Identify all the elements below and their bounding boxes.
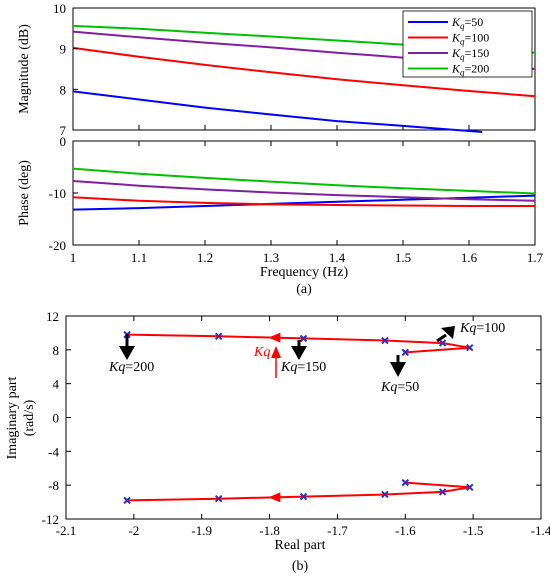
- root-locus-ytick-label: 4: [53, 377, 60, 392]
- phase-chart: -20 -10 0 1 1.1 1.2 1.3 1.4 1.5 1.6 1.7 Phase (de…: [17, 134, 544, 297]
- root-locus-point: [466, 344, 474, 352]
- phase-xtick-label: 1: [70, 250, 77, 265]
- magnitude-ytick-label: 9: [60, 42, 67, 57]
- phase-xtick-label: 1.2: [197, 250, 213, 265]
- magnitude-ytick-label: 8: [60, 82, 67, 97]
- root-locus-xtick-label: -1.4: [531, 523, 550, 538]
- root-locus-xtick-label: -1.7: [327, 523, 348, 538]
- root-locus-ylabel-line2: (rad/s): [22, 399, 37, 436]
- magnitude-ylabel: Magnitude (dB): [17, 24, 32, 114]
- root-locus-xtick-label: -2: [128, 523, 139, 538]
- phase-line-2: [72, 180, 536, 202]
- root-locus-xtick-label: -1.5: [463, 523, 484, 538]
- root-locus-point: [381, 336, 389, 345]
- phase-ytick-label: 0: [60, 134, 67, 149]
- root-locus-xtick-label: -1.8: [259, 523, 280, 538]
- phase-xtick-label: 1.6: [461, 250, 478, 265]
- phase-xtick-label: 1.3: [263, 250, 279, 265]
- root-locus-point: [214, 332, 223, 341]
- phase-line-3: [72, 167, 536, 195]
- root-locus-point: [299, 334, 308, 343]
- magnitude-ytick-label: 10: [53, 1, 66, 16]
- phase-ytick-label: -10: [49, 186, 66, 201]
- annotation-kq200: Kq=200: [108, 360, 154, 375]
- root-locus-xlabel: Real part: [275, 538, 326, 553]
- phase-line-1: [72, 196, 535, 207]
- arrow-kq-direction: [271, 346, 281, 378]
- phase-xtick-label: 1.7: [527, 250, 544, 265]
- root-locus-point: [381, 490, 389, 499]
- magnitude-ytick-label: 7: [60, 123, 67, 138]
- legend-label-3: Kq=200: [451, 62, 489, 78]
- root-locus-point: [299, 492, 308, 501]
- root-locus-ytick-label: 12: [46, 309, 59, 324]
- root-locus-point: [123, 496, 131, 505]
- phase-xtick-label: 1.4: [329, 250, 346, 265]
- root-locus-point: [466, 483, 474, 491]
- root-locus-point: [438, 488, 447, 496]
- root-locus-ytick-label: -4: [48, 444, 59, 459]
- annotation-kq-red: Kq: [253, 345, 270, 360]
- phase-ylabel: Phase (deg): [17, 160, 32, 226]
- root-locus-direction-arrow: [268, 332, 281, 343]
- root-locus-ytick-label: 8: [53, 343, 60, 358]
- magnitude-chart: 7 8 9 10 Magnitude (dB) Kq=50Kq=100Kq=150Kq…: [17, 1, 536, 138]
- legend-label-1: Kq=100: [451, 31, 489, 47]
- legend-label-2: Kq=150: [451, 46, 489, 62]
- arrow-kq150: [291, 340, 307, 360]
- annotation-kq150: Kq=150: [280, 360, 326, 375]
- phase-xtick-label: 1.1: [131, 250, 147, 265]
- caption-b: (b): [292, 559, 309, 574]
- root-locus-xtick-label: -2.1: [56, 523, 77, 538]
- root-locus-xtick-label: -1.9: [191, 523, 212, 538]
- root-locus-ytick-label: -12: [42, 512, 59, 527]
- phase-xlabel: Frequency (Hz): [260, 265, 349, 280]
- root-locus-point: [438, 339, 447, 347]
- caption-a: (a): [296, 282, 312, 297]
- magnitude-line-1: [72, 46, 536, 98]
- root-locus-ytick-label: 0: [53, 411, 60, 426]
- legend-label-0: Kq=50: [451, 15, 483, 31]
- arrow-kq100: [436, 326, 455, 343]
- root-locus-point: [401, 348, 409, 357]
- root-locus-point: [401, 478, 409, 487]
- phase-xtick-label: 1.5: [395, 250, 411, 265]
- phase-ytick-label: -20: [49, 238, 66, 253]
- root-locus-chart: -12 -8 -4 0 4 8 12 -2.1 -2 -1.9 -1.8 -1.7 -1.6 -1.5 -…: [5, 309, 550, 574]
- root-locus-ytick-label: -8: [48, 478, 59, 493]
- annotation-kq100: Kq=100: [459, 321, 505, 336]
- annotation-kq50: Kq=50: [380, 380, 419, 395]
- root-locus-xtick-label: -1.6: [395, 523, 416, 538]
- root-locus-direction-arrow: [268, 492, 281, 503]
- arrow-kq200: [119, 334, 135, 360]
- root-locus-point: [214, 494, 223, 503]
- arrow-kq50: [390, 355, 406, 377]
- root-locus-ylabel-line1: Imaginary part: [5, 376, 20, 459]
